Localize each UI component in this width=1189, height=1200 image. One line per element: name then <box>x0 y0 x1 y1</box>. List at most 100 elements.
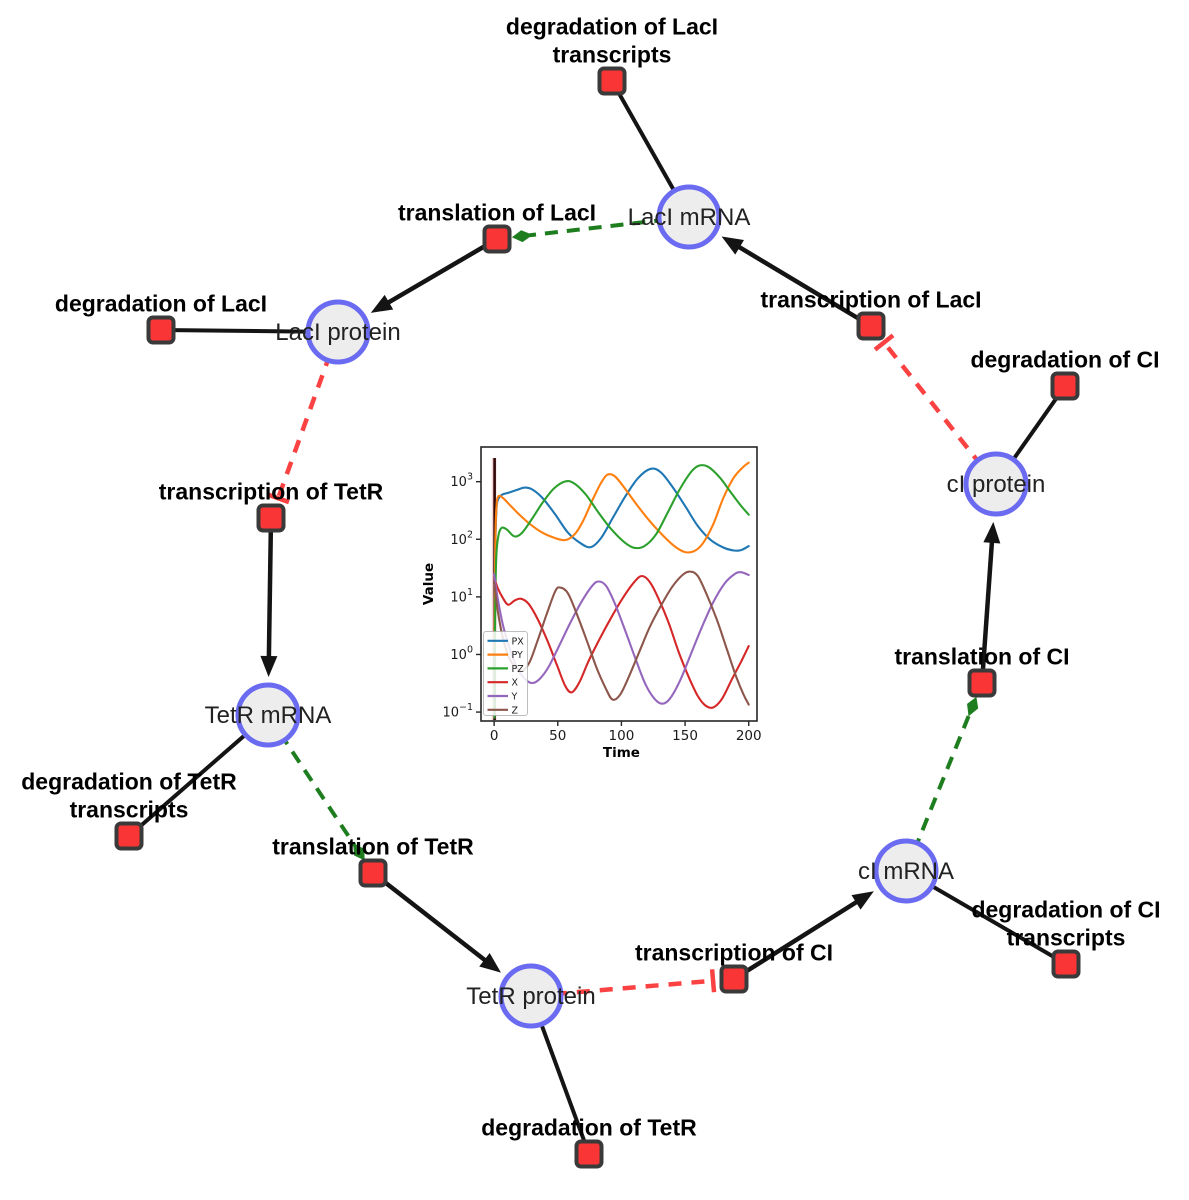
y-tick-label-1e-1: 10−1 <box>442 702 473 721</box>
species-label-laci-protein: LacI protein <box>275 319 400 346</box>
edge-product-translation-tetr-to-tetr-protein-line <box>371 871 489 964</box>
reaction-label-transcription-laci-line1: transcription of LacI <box>760 287 981 313</box>
legend-item-PX: PX <box>487 636 525 647</box>
legend-item-X: X <box>487 678 519 689</box>
series-line-Z <box>493 570 750 706</box>
reaction-node-translation-ci <box>967 668 997 698</box>
edge-inhibition-tetr-protein-to-transcription-ci-tbar-icon <box>709 969 717 993</box>
y-tick-exponent: −1 <box>459 702 473 713</box>
reaction-label-deg-laci-transcripts-line1: degradation of LacI <box>506 14 718 40</box>
reaction-node-deg-ci-transcripts <box>1051 949 1081 979</box>
reaction-label-transcription-tetr-line1: transcription of TetR <box>159 479 384 505</box>
species-label-laci-mrna: LacI mRNA <box>628 204 751 231</box>
reaction-node-deg-tetr-transcripts <box>114 821 144 851</box>
edge-product-transcription-tetr-to-tetr-mrna <box>260 517 278 678</box>
y-tick-label-1e0: 100 <box>450 644 473 663</box>
edges-layer <box>127 80 1068 1155</box>
reaction-label-deg-tetr-transcripts-line2: transcripts <box>70 797 189 823</box>
y-tick-exponent: 1 <box>467 587 473 598</box>
edge-activation-laci-mrna-to-translation-laci-arrowhead-icon <box>511 230 533 243</box>
plot-legend: PX PY PZ XYZ <box>483 631 528 716</box>
reaction-node-transcription-laci <box>856 311 886 341</box>
x-axis-title: Time <box>603 745 640 761</box>
edge-product-transcription-laci-to-laci-mrna-arrowhead-icon <box>721 236 744 255</box>
y-tick-exponent: 0 <box>467 644 473 655</box>
reaction-node-translation-laci <box>482 224 512 254</box>
reaction-label-deg-tetr-transcripts-line1: degradation of TetR <box>21 769 237 795</box>
legend-label-PX: PX <box>512 636 525 647</box>
y-tick-label-1e3: 103 <box>450 472 473 491</box>
legend-label-PZ: PZ <box>512 664 525 675</box>
legend-item-PY: PY <box>487 650 524 661</box>
series-line-PZ <box>493 464 750 719</box>
species-node-ci-mrna <box>873 838 939 904</box>
reaction-node-transcription-ci <box>719 964 749 994</box>
legend-label-Y: Y <box>511 692 518 703</box>
legend-box <box>483 631 528 716</box>
species-label-ci-mrna: cI mRNA <box>858 858 954 885</box>
species-label-tetr-protein: TetR protein <box>466 983 595 1010</box>
legend-label-PY: PY <box>512 650 524 661</box>
legend-item-Z: Z <box>487 705 519 716</box>
nodes-layer <box>114 66 1081 1169</box>
reaction-node-deg-laci-transcripts <box>597 66 627 96</box>
edge-inhibition-laci-protein-to-transcription-tetr-tbar-icon <box>266 492 290 505</box>
y-axis-title: Value <box>421 563 437 605</box>
edge-product-transcription-ci-to-ci-mrna-line <box>732 898 860 981</box>
reaction-label-translation-tetr-line1: translation of TetR <box>272 834 474 860</box>
edge-product-translation-ci-to-ci-protein-arrowhead-icon <box>983 521 1001 544</box>
edge-product-translation-ci-to-ci-protein <box>979 521 1001 684</box>
y-tick-label-1e2: 102 <box>450 529 473 548</box>
species-node-tetr-protein <box>498 963 564 1029</box>
species-node-laci-mrna <box>656 184 722 250</box>
reaction-node-transcription-tetr <box>256 503 286 533</box>
reaction-node-deg-ci <box>1050 371 1080 401</box>
species-node-laci-protein <box>305 299 371 365</box>
reaction-label-deg-laci-line1: degradation of LacI <box>55 291 267 317</box>
species-label-ci-protein: cI protein <box>947 471 1046 498</box>
x-tick-label-100: 100 <box>609 728 635 744</box>
y-tick-exponent: 3 <box>467 472 473 483</box>
series-line-X <box>493 574 750 709</box>
edge-product-transcription-ci-to-ci-mrna-arrowhead-icon <box>851 891 874 910</box>
species-label-tetr-mrna: TetR mRNA <box>205 702 332 729</box>
edge-product-translation-ci-to-ci-protein-line <box>979 539 995 684</box>
labels-layer: degradation of LacItranscriptstranslatio… <box>21 14 1160 1141</box>
reaction-label-transcription-ci-line1: transcription of CI <box>635 940 833 966</box>
legend-item-Y: Y <box>487 692 518 703</box>
x-tick-label-50: 50 <box>549 728 566 744</box>
reaction-label-deg-ci-line1: degradation of CI <box>970 347 1159 373</box>
edge-inhibition-ci-protein-to-transcription-laci-tbar-icon <box>873 333 895 352</box>
legend-label-Z: Z <box>512 705 519 716</box>
edge-product-transcription-ci-to-ci-mrna <box>732 891 874 981</box>
legend-label-X: X <box>512 678 519 689</box>
legend-item-PZ: PZ <box>487 664 525 675</box>
y-tick-exponent: 2 <box>467 529 473 540</box>
edge-product-transcription-tetr-to-tetr-mrna-line <box>266 517 274 660</box>
reaction-node-deg-tetr <box>574 1139 604 1169</box>
edge-product-transcription-tetr-to-tetr-mrna-arrowhead-icon <box>260 655 278 678</box>
x-tick-label-0: 0 <box>490 728 499 744</box>
x-tick-label-150: 150 <box>672 728 698 744</box>
series-curves <box>493 461 750 719</box>
x-tick-label-200: 200 <box>736 728 762 744</box>
edge-product-transcription-laci-to-laci-mrna-line <box>735 243 873 328</box>
reaction-label-translation-ci-line1: translation of CI <box>894 644 1069 670</box>
edge-product-translation-tetr-to-tetr-protein <box>371 871 502 973</box>
reaction-label-deg-laci-transcripts-line2: transcripts <box>553 42 672 68</box>
series-line-PX <box>493 467 750 656</box>
reaction-node-translation-tetr <box>358 858 388 888</box>
series-line-Y <box>493 571 750 705</box>
edge-product-translation-laci-to-laci-protein-line <box>385 237 499 306</box>
species-node-tetr-mrna <box>235 682 301 748</box>
reaction-label-deg-ci-transcripts-line1: degradation of CI <box>971 897 1160 923</box>
edge-product-translation-laci-to-laci-protein <box>370 237 499 313</box>
species-node-ci-protein <box>963 451 1029 517</box>
reaction-label-deg-ci-transcripts-line2: transcripts <box>1007 925 1126 951</box>
reaction-label-deg-tetr-line1: degradation of TetR <box>481 1115 697 1141</box>
series-line-PY <box>493 461 750 656</box>
edge-activation-tetr-mrna-to-translation-tetr-arrowhead-icon <box>353 843 365 861</box>
